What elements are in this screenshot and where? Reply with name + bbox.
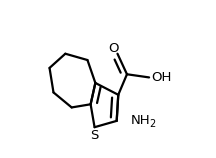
Text: S: S	[90, 129, 99, 142]
Text: NH: NH	[131, 114, 151, 127]
Text: OH: OH	[151, 71, 172, 84]
Text: 2: 2	[149, 119, 155, 129]
Text: O: O	[108, 42, 119, 55]
